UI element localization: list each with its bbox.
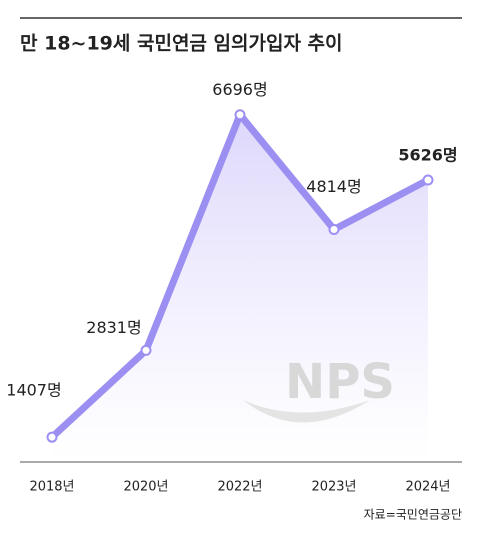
x-tick-label: 2022년 xyxy=(217,480,262,495)
watermark-swoosh xyxy=(243,400,370,423)
point xyxy=(234,109,246,121)
value-label: 6696명 xyxy=(212,80,267,99)
value-label: 1407명 xyxy=(6,381,61,400)
value-label: 2831명 xyxy=(86,318,141,337)
watermark: NPS xyxy=(285,354,395,410)
point xyxy=(328,223,340,235)
x-tick-label: 2023년 xyxy=(311,480,356,495)
point xyxy=(46,431,58,443)
source: 자료=국민연금공단 xyxy=(364,508,462,522)
area xyxy=(52,114,428,462)
point xyxy=(140,344,152,356)
value-label: 4814명 xyxy=(306,177,361,196)
value-label: 5626명 xyxy=(398,145,457,164)
point xyxy=(422,174,434,186)
x-tick-label: 2020년 xyxy=(123,480,168,495)
chart-title: 만 18~19세 국민연금 임의가입자 추이 xyxy=(20,33,343,55)
x-tick-label: 2018년 xyxy=(29,480,74,495)
x-tick-label: 2024년 xyxy=(405,480,450,495)
